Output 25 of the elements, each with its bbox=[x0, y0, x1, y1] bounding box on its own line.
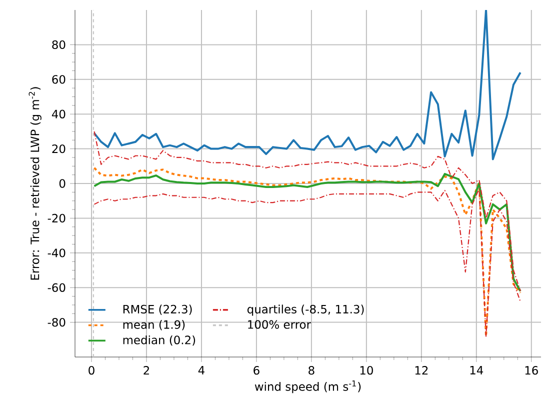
x-tick-label: 4 bbox=[198, 366, 204, 374]
legend-label: mean (1.9) bbox=[123, 320, 185, 330]
x-tick-label: 10 bbox=[360, 366, 373, 375]
y-tick-label: -60 bbox=[48, 283, 66, 292]
y-tick-label: 20 bbox=[52, 144, 66, 154]
y-tick-label: -40 bbox=[48, 248, 66, 258]
x-tick-label: 0 bbox=[88, 366, 94, 375]
legend-label: quartiles (-8.5, 11.3) bbox=[247, 304, 364, 316]
y-tick-label: 40 bbox=[52, 110, 66, 118]
x-tick-label: 16 bbox=[525, 366, 538, 375]
y-tick-label: 60 bbox=[52, 75, 66, 84]
x-axis-title: wind speed (m s$^{-1}$) bbox=[254, 380, 361, 394]
x-tick-label: 14 bbox=[470, 366, 484, 374]
y-tick-label: -80 bbox=[48, 318, 66, 327]
x-tick-label: 6 bbox=[254, 366, 260, 375]
legend-label: 100% error bbox=[248, 320, 311, 329]
y-tick-label: 0 bbox=[59, 179, 66, 188]
y-tick-label: 80 bbox=[52, 40, 66, 50]
x-tick-label: 12 bbox=[415, 366, 428, 375]
x-tick-label: 2 bbox=[144, 366, 149, 375]
y-axis-title: Error: True - retrieved LWP (g m$^{-2}$) bbox=[28, 87, 42, 280]
legend-label: RMSE (22.3) bbox=[123, 304, 192, 315]
legend-label: median (0.2) bbox=[123, 335, 196, 346]
y-tick-label: -20 bbox=[48, 214, 66, 223]
x-tick-label: 8 bbox=[308, 366, 314, 375]
